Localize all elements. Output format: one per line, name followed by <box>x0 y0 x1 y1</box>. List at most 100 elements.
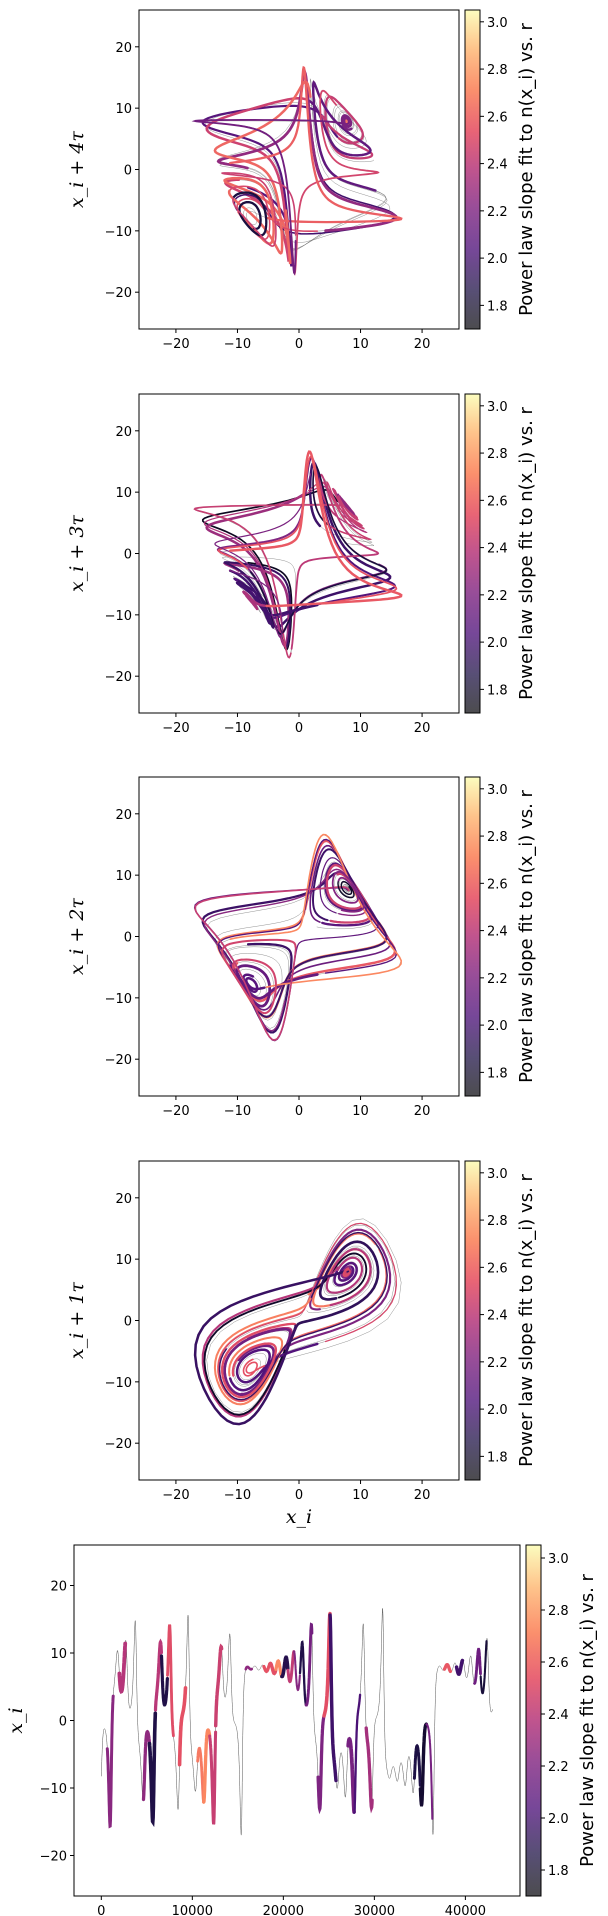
timeseries-segment <box>156 1642 162 1710</box>
x-tick-label: 30000 <box>354 1904 395 1916</box>
chart-panel-time-series: 010000200003000040000−20−1001020x_ii1.82… <box>5 1545 598 1916</box>
timeseries-segment <box>318 1717 324 1810</box>
colorbar-tick-label: 2.4 <box>487 925 508 940</box>
y-tick-label: −20 <box>105 1437 132 1452</box>
colorbar-label: Power law slope fit to n(x_i) vs. r <box>516 406 537 699</box>
y-axis-label: x_i + 4τ <box>66 131 88 208</box>
timeseries-segment <box>216 1647 222 1726</box>
y-axis-label: x_i + 1τ <box>66 1282 88 1359</box>
timeseries-segment <box>150 1713 156 1821</box>
timeseries-segment <box>445 1665 451 1672</box>
timeseries-segment <box>204 1730 210 1802</box>
x-tick-label: −20 <box>162 337 189 352</box>
colorbar-tick-label: 3.0 <box>487 1167 508 1182</box>
x-tick-label: −10 <box>224 1488 251 1503</box>
colorbar-tick-label: 2.2 <box>548 1760 569 1775</box>
timeseries-segment <box>481 1641 487 1693</box>
y-tick-label: 10 <box>115 102 132 117</box>
x-tick-label: 0 <box>295 721 303 736</box>
colorbar-tick-label: 2.0 <box>487 636 508 651</box>
y-tick-label: −20 <box>105 1053 132 1068</box>
x-tick-label: −10 <box>224 1104 251 1119</box>
chart-panel-xi-vs-xi+3tau: −20 −10 0 10 20−20−1001020x_i + 3τ1.82.02.22… <box>66 394 537 736</box>
timeseries-segment <box>330 1615 336 1780</box>
y-tick-label: 20 <box>115 425 132 440</box>
y-tick-label: −20 <box>105 286 132 301</box>
x-tick-label: −20 <box>162 1104 189 1119</box>
colorbar-overlay <box>526 1545 541 1896</box>
timeseries-segment <box>144 1732 150 1800</box>
colorbar-tick-label: 2.0 <box>487 1019 508 1034</box>
y-tick-label: 10 <box>115 486 132 501</box>
timeseries-segment <box>294 1651 300 1690</box>
axes-frame <box>74 1545 520 1896</box>
colorbar-tick-label: 3.0 <box>487 16 508 31</box>
x-tick-label: 10 <box>352 1104 369 1119</box>
timeseries-segment <box>119 1644 125 1692</box>
colorbar-tick-label: 2.6 <box>487 877 508 892</box>
timeseries-segment <box>354 1695 360 1813</box>
timeseries-segment <box>180 1688 186 1765</box>
y-tick-label: 0 <box>124 164 132 179</box>
y-tick-label: 0 <box>124 548 132 563</box>
colorbar-tick-label: 2.8 <box>487 447 508 462</box>
colorbar-tick-label: 2.6 <box>487 110 508 125</box>
colorbar-tick-label: 2.6 <box>487 1261 508 1276</box>
x-tick-label: 20 <box>414 1104 431 1119</box>
colorbar-overlay <box>465 394 480 713</box>
timeseries-segment <box>475 1649 481 1683</box>
x-tick-label: −10 <box>224 337 251 352</box>
data-series-group <box>195 68 401 274</box>
colorbar-tick-label: 1.8 <box>487 299 508 314</box>
axes-frame <box>139 1161 459 1480</box>
colorbar-label: Power law slope fit to n(x_i) vs. r <box>516 789 537 1082</box>
colorbar-tick-label: 1.8 <box>487 1450 508 1465</box>
chart-panel-xi-vs-xi+4tau: −20 −10 0 10 20−20−1001020x_i + 4τ1.82.02.22… <box>66 10 537 352</box>
y-tick-label: 0 <box>124 1315 132 1330</box>
colorbar-label: Power law slope fit to n(x_i) vs. r <box>516 22 537 315</box>
chart-panel-xi-vs-xi+1tau: −20 −10 0 10 20 −20 −10 0 10 20 x_i + 1τ x_i 1.8 2.0 2… <box>66 1161 537 1528</box>
y-tick-label: 10 <box>50 1647 67 1662</box>
colorbar-tick-label: 2.4 <box>487 158 508 173</box>
colorbar-tick-label: 3.0 <box>548 1552 569 1567</box>
data-series-group <box>195 1219 401 1425</box>
y-tick-label: 20 <box>115 1192 132 1207</box>
colorbar-tick-label: 2.6 <box>487 494 508 509</box>
x-tick-label: 20 <box>414 337 431 352</box>
chart-panel-xi-vs-xi+2tau: −20 −10 0 10 20 −20 −10 0 10 20 x_i + 2τ 1.8 2.0 2.2 2… <box>66 777 537 1119</box>
colorbar-tick-label: 2.0 <box>487 252 508 267</box>
colorbar-tick-label: 2.6 <box>548 1656 569 1671</box>
colorbar-tick-label: 2.8 <box>487 1214 508 1229</box>
colorbar-tick-label: 2.8 <box>487 63 508 78</box>
colorbar-tick-label: 2.4 <box>548 1708 569 1723</box>
timeseries-segment <box>210 1732 216 1824</box>
timeseries-segment <box>107 1696 113 1826</box>
timeseries-segment <box>300 1642 306 1704</box>
x-tick-label: 20 <box>414 721 431 736</box>
x-tick-label: −20 <box>162 1488 189 1503</box>
colorbar-overlay <box>465 1161 480 1480</box>
colorbar-overlay <box>465 777 480 1096</box>
colorbar-label: Power law slope fit to n(x_i) vs. r <box>577 1573 598 1866</box>
colorbar-tick-label: 2.0 <box>487 1403 508 1418</box>
y-tick-label: −10 <box>105 992 132 1007</box>
timeseries-segment <box>162 1656 168 1705</box>
y-axis-label: x_i <box>5 1707 27 1733</box>
x-tick-label: 10 <box>352 1488 369 1503</box>
trajectory-segment <box>242 846 391 1010</box>
y-tick-label: 20 <box>115 41 132 56</box>
y-tick-label: −20 <box>105 670 132 685</box>
colorbar-tick-label: 1.8 <box>548 1864 569 1879</box>
timeseries-segment <box>457 1661 463 1675</box>
x-tick-label: 0 <box>97 1904 105 1916</box>
y-axis-label: x_i + 3τ <box>66 515 88 592</box>
data-series-group <box>195 835 402 1041</box>
colorbar-tick-label: 1.8 <box>487 1066 508 1081</box>
colorbar-tick-label: 2.8 <box>487 830 508 845</box>
trajectory-segment <box>292 91 379 274</box>
timeseries-segment <box>420 1724 426 1805</box>
x-tick-label: 0 <box>295 1488 303 1503</box>
y-tick-label: −10 <box>40 1782 67 1797</box>
colorbar-tick-label: 2.2 <box>487 1356 508 1371</box>
y-tick-label: 0 <box>124 931 132 946</box>
